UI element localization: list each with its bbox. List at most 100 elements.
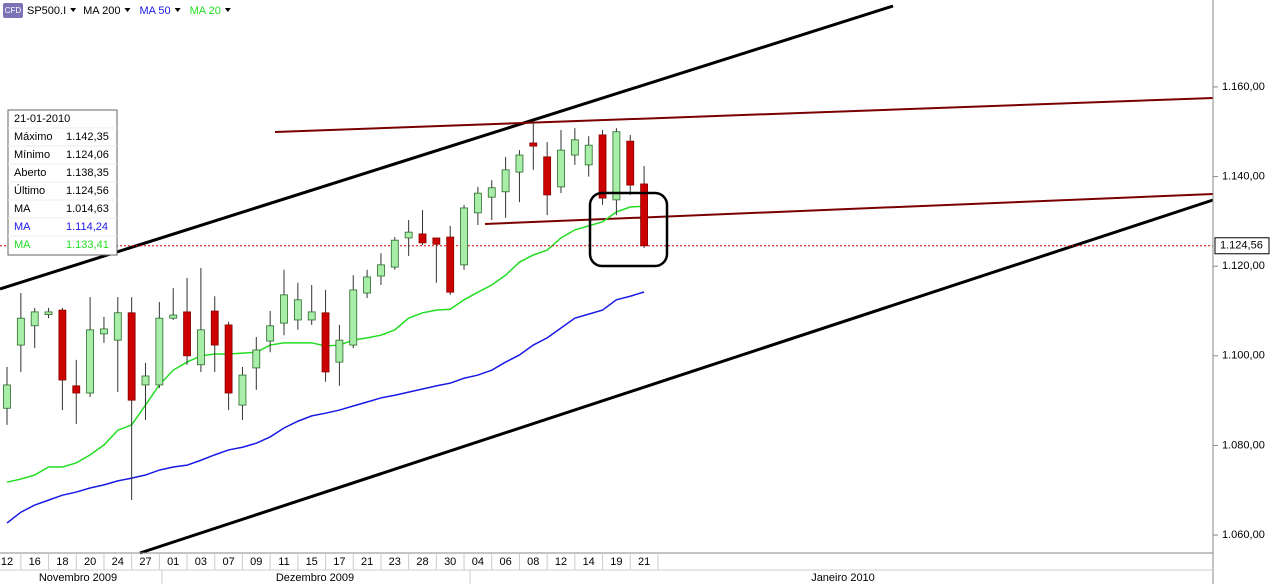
candle-body bbox=[557, 149, 565, 188]
candle-body bbox=[293, 299, 302, 321]
x-tick-label: 20 bbox=[84, 556, 96, 568]
candle-body bbox=[307, 311, 316, 321]
y-tick-label: 1.080,00 bbox=[1222, 439, 1265, 451]
month-label: Janeiro 2010 bbox=[811, 572, 875, 584]
y-tick-label: 1.060,00 bbox=[1222, 529, 1265, 541]
y-tick-label: 1.160,00 bbox=[1222, 81, 1265, 93]
candle-body bbox=[86, 329, 94, 394]
info-label: Aberto bbox=[14, 167, 46, 179]
info-value: 1.014,63 bbox=[66, 203, 109, 215]
badge-text: CFD bbox=[5, 6, 22, 15]
candle-body bbox=[570, 139, 579, 156]
candle-body bbox=[598, 134, 607, 199]
last-price-label: 1.124,56 bbox=[1220, 240, 1263, 252]
y-tick-label: 1.100,00 bbox=[1222, 350, 1265, 362]
candle-body bbox=[141, 375, 150, 386]
candle-body bbox=[210, 310, 219, 346]
info-value: 1.133,41 bbox=[66, 239, 109, 251]
x-tick-label: 06 bbox=[499, 556, 511, 568]
candle-body bbox=[155, 317, 164, 386]
candle-body bbox=[58, 309, 67, 381]
x-tick-label: 04 bbox=[472, 556, 484, 568]
ma-line bbox=[6, 291, 645, 524]
candle-body bbox=[16, 317, 25, 346]
info-date: 21-01-2010 bbox=[14, 113, 70, 125]
candle-body bbox=[543, 156, 552, 196]
info-value: 1.138,35 bbox=[66, 167, 109, 179]
candle-body bbox=[127, 312, 136, 401]
dropdown-arrow[interactable] bbox=[70, 8, 77, 12]
candle-body bbox=[501, 169, 510, 193]
dropdown-arrow[interactable] bbox=[174, 8, 181, 12]
candle-body bbox=[446, 236, 455, 293]
legend-item[interactable]: MA 20 bbox=[190, 5, 221, 17]
info-label: MA bbox=[14, 203, 31, 215]
last-price-box bbox=[1214, 237, 1270, 255]
candle-body bbox=[515, 154, 524, 173]
x-tick-label: 21 bbox=[361, 556, 373, 568]
x-tick-label: 21 bbox=[638, 556, 650, 568]
x-tick-label: 08 bbox=[527, 556, 539, 568]
x-tick-label: 17 bbox=[333, 556, 345, 568]
candle-body bbox=[30, 311, 39, 327]
info-label: Máximo bbox=[14, 131, 53, 143]
x-tick-label: 12 bbox=[555, 556, 567, 568]
info-value: 1.142,35 bbox=[66, 131, 109, 143]
x-tick-label: 09 bbox=[250, 556, 262, 568]
candle-body bbox=[3, 384, 11, 409]
trend-line bbox=[139, 198, 1214, 555]
x-tick-label: 03 bbox=[195, 556, 207, 568]
candle-body bbox=[238, 374, 247, 406]
x-tick-label: 14 bbox=[583, 556, 595, 568]
candle-body bbox=[487, 187, 496, 198]
candle-body bbox=[390, 239, 399, 268]
badge bbox=[3, 3, 23, 18]
candle-body bbox=[169, 314, 178, 319]
info-value: 1.124,06 bbox=[66, 149, 109, 161]
candle-body bbox=[612, 131, 621, 201]
x-tick-label: 27 bbox=[139, 556, 151, 568]
info-label: MA bbox=[14, 239, 31, 251]
info-box: 21-01-2010 Máximo 1.142,35 Mínimo 1.124,06 A… bbox=[7, 109, 118, 256]
candle-body bbox=[266, 325, 275, 342]
candle-body bbox=[432, 237, 441, 245]
x-tick-label: 23 bbox=[389, 556, 401, 568]
candle-body bbox=[321, 312, 330, 373]
header: CFD SP500.I MA 200 MA 50 MA 20 bbox=[3, 3, 231, 18]
dropdown-arrow[interactable] bbox=[224, 8, 231, 12]
candle-body bbox=[363, 276, 372, 294]
candle-body bbox=[584, 144, 593, 166]
candle-body bbox=[72, 385, 81, 394]
legend-item[interactable]: MA 200 bbox=[83, 5, 120, 17]
x-tick-label: 18 bbox=[56, 556, 68, 568]
x-tick-label: 12 bbox=[1, 556, 13, 568]
candle-body bbox=[626, 140, 635, 186]
x-tick-label: 30 bbox=[444, 556, 456, 568]
candle-body bbox=[252, 349, 261, 369]
legend-item[interactable]: MA 50 bbox=[139, 5, 170, 17]
symbol[interactable]: SP500.I bbox=[27, 5, 66, 17]
candle-body bbox=[100, 328, 108, 335]
x-tick-label: 01 bbox=[167, 556, 179, 568]
candle-body bbox=[113, 312, 122, 341]
month-label: Dezembro 2009 bbox=[276, 572, 354, 584]
y-tick-label: 1.140,00 bbox=[1222, 170, 1265, 182]
info-label: Mínimo bbox=[14, 149, 50, 161]
y-tick-label: 1.120,00 bbox=[1222, 260, 1265, 272]
candle-body bbox=[280, 294, 288, 324]
candle-body bbox=[335, 339, 344, 363]
x-tick-label: 07 bbox=[222, 556, 234, 568]
candle-body bbox=[404, 231, 413, 239]
x-tick-label: 24 bbox=[112, 556, 124, 568]
dropdown-arrow[interactable] bbox=[124, 8, 131, 12]
candle-body bbox=[473, 192, 482, 214]
candle-body bbox=[44, 311, 53, 315]
plot-area bbox=[0, 121, 1213, 524]
candle-body bbox=[529, 142, 538, 147]
info-value: 1.124,56 bbox=[66, 185, 109, 197]
info-label: MA bbox=[14, 221, 31, 233]
trend-line bbox=[0, 4, 894, 291]
candle-body bbox=[377, 264, 385, 277]
